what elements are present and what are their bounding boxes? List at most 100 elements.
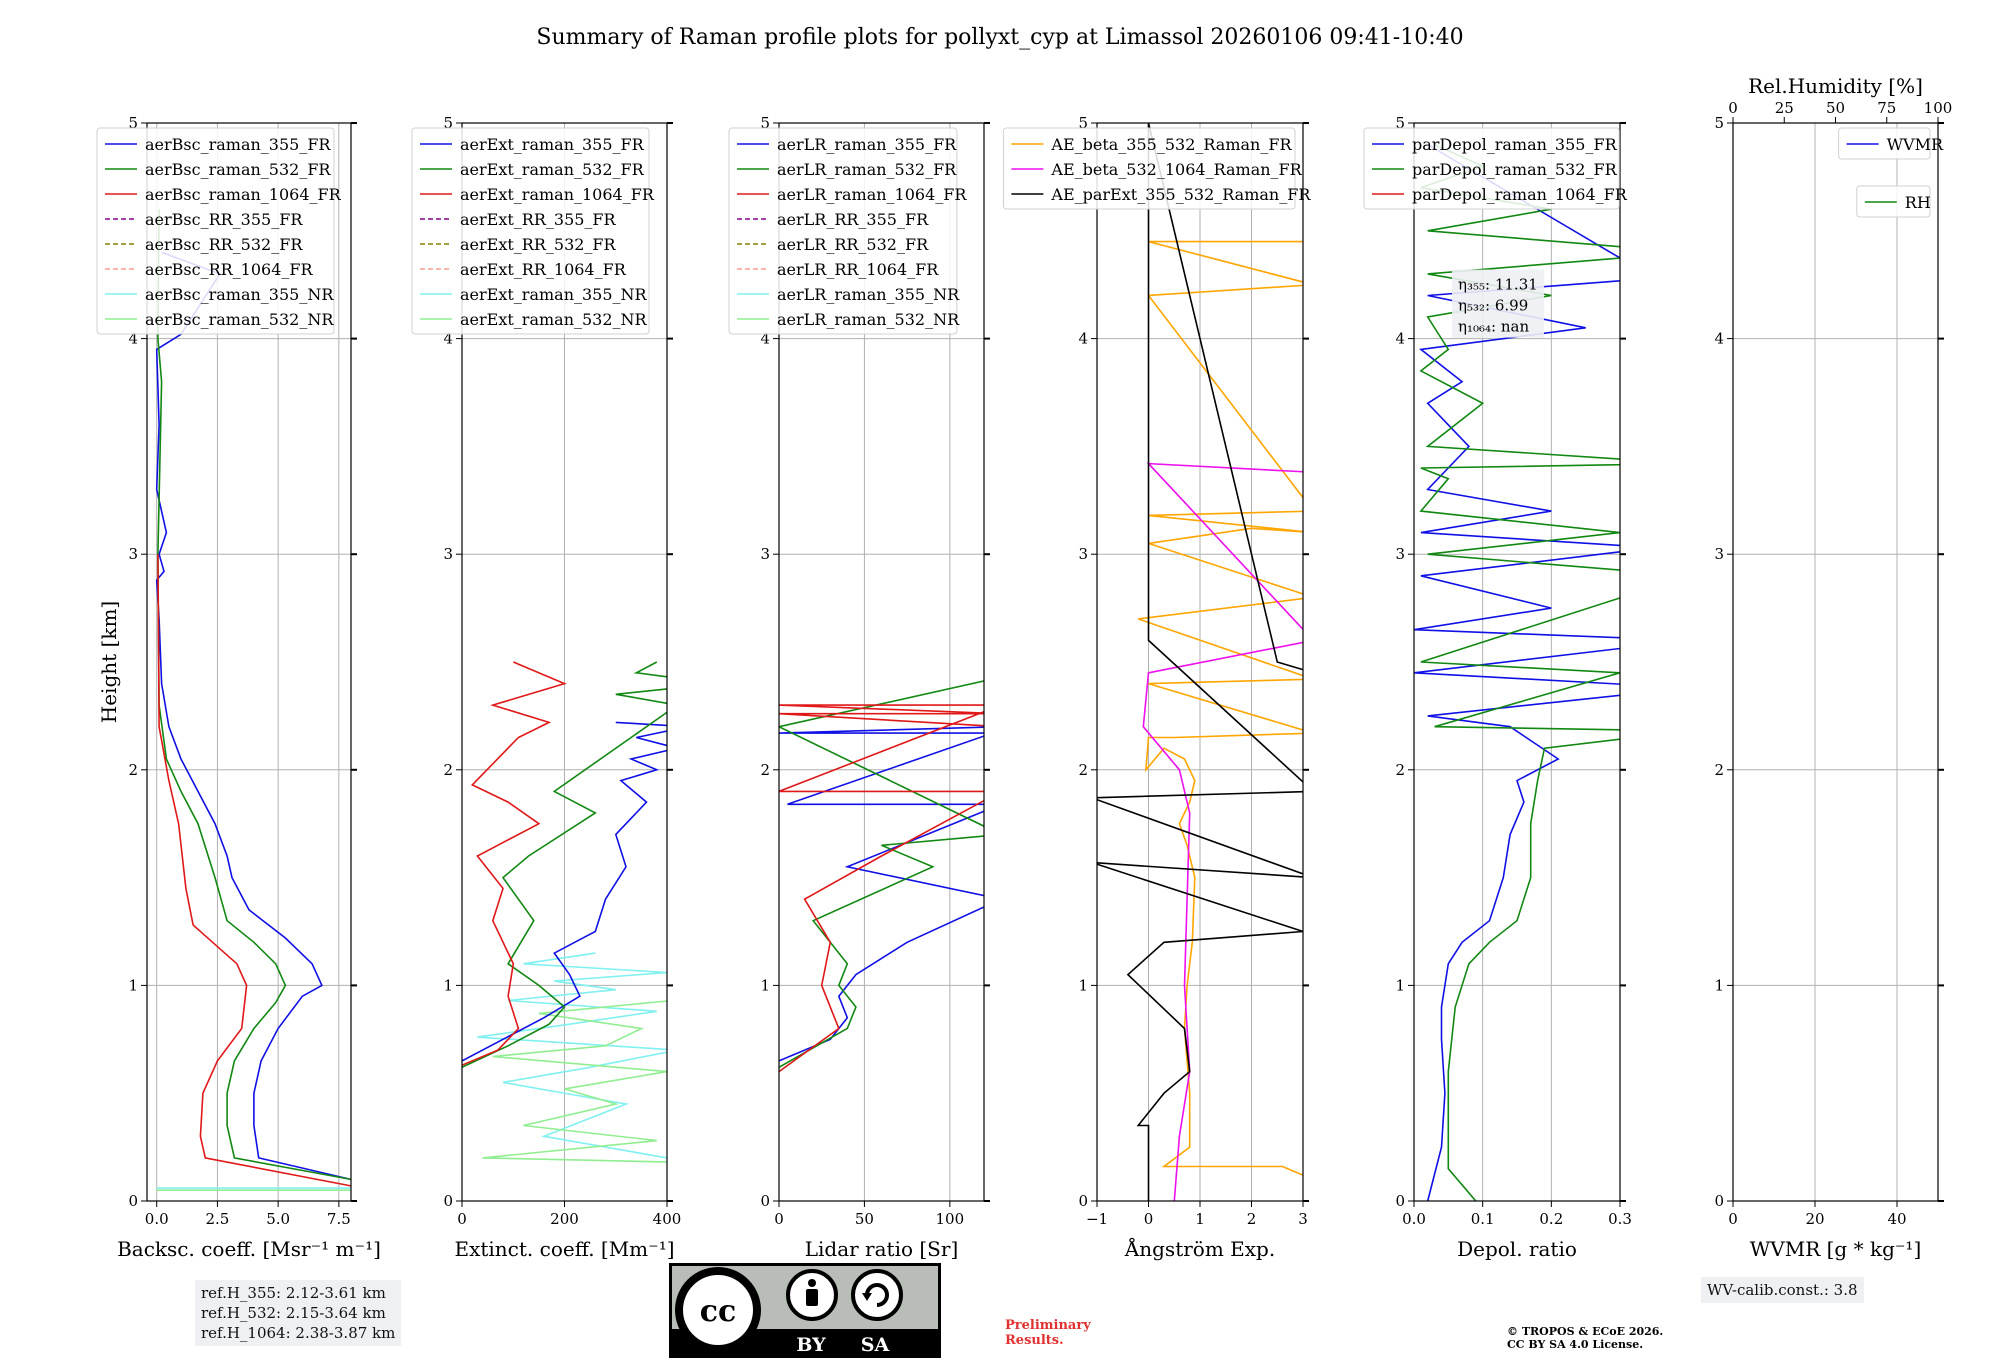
legend-entry: aerExt_raman_532_NR xyxy=(460,310,648,329)
y-tick-label: 1 xyxy=(1714,976,1724,994)
annotation-line: η₃₅₅: 11.31 xyxy=(1458,276,1538,294)
copyright-note: © TROPOS & ECoE 2026. CC BY SA 4.0 Licen… xyxy=(1507,1325,1664,1351)
legend-entry: aerLR_raman_532_NR xyxy=(777,310,960,329)
y-axis-label: Height [km] xyxy=(97,601,121,723)
y-tick-label: 3 xyxy=(443,545,453,563)
legend-entry: aerExt_RR_1064_FR xyxy=(460,260,627,279)
x-tick-label: −1 xyxy=(1086,1210,1108,1228)
axes-frame xyxy=(778,122,985,1202)
x-tick-label: 0.2 xyxy=(1539,1210,1563,1228)
legend-entry: aerBsc_raman_532_NR xyxy=(145,310,334,329)
legend-entry: aerLR_RR_355_FR xyxy=(777,210,929,229)
x-tick-label: 20 xyxy=(1805,1210,1824,1228)
x-tick-label: 5.0 xyxy=(266,1210,290,1228)
x2-axis-label: Rel.Humidity [%] xyxy=(1748,74,1923,98)
y-tick-label: 4 xyxy=(1395,330,1405,348)
axes-frame xyxy=(1732,122,1939,1202)
ref-height-1064: ref.H_1064: 2.38-3.87 km xyxy=(201,1324,396,1342)
legend-entry: aerBsc_raman_1064_FR xyxy=(145,185,342,204)
y-tick-label: 1 xyxy=(1078,976,1088,994)
x2-tick-label: 0 xyxy=(1728,99,1738,117)
x-tick-label: 0.1 xyxy=(1471,1210,1495,1228)
ref-height-532: ref.H_532: 2.15-3.64 km xyxy=(201,1304,386,1322)
series-line-AE_beta_355_532_Raman_FR xyxy=(1137,240,1303,1176)
wv-calib-const: WV-calib.const.: 3.8 xyxy=(1707,1281,1858,1299)
x-axis-label: Backsc. coeff. [Msr⁻¹ m⁻¹] xyxy=(117,1237,381,1261)
y-tick-label: 3 xyxy=(760,545,770,563)
series-group xyxy=(155,209,351,1191)
figure-title: Summary of Raman profile plots for polly… xyxy=(536,25,1463,50)
series-line-aerBsc_raman_355_FR xyxy=(155,251,351,1181)
legend-entry: aerBsc_raman_355_NR xyxy=(145,285,334,304)
y-tick-label: 4 xyxy=(760,330,770,348)
legend-entry: aerExt_raman_1064_FR xyxy=(460,185,655,204)
y-tick-label: 5 xyxy=(1714,114,1724,132)
x2-tick-label: 75 xyxy=(1877,99,1896,117)
x-tick-label: 0.3 xyxy=(1608,1210,1632,1228)
cc-by-sa-license-badge: cc BY SA xyxy=(669,1263,941,1358)
y-tick-label: 0 xyxy=(1395,1192,1405,1210)
x2-tick-label: 50 xyxy=(1826,99,1845,117)
series-line-aerExt_raman_355_FR xyxy=(462,721,667,1062)
legend-entry: aerLR_raman_355_FR xyxy=(777,135,957,154)
panel-depol: 0 1 2 3 4 5 0.0 0.1 0.2 0.3 Depol. ratio parDepol_r… xyxy=(1363,114,1632,1261)
x-tick-label: 0.0 xyxy=(145,1210,169,1228)
panels: 0 1 2 3 4 5 0.0 2.5 5.0 7.5 Backsc. coeff. [Msr⁻¹ … xyxy=(96,74,1952,1261)
legend-entry: aerLR_RR_1064_FR xyxy=(777,260,939,279)
x-axis-label: Lidar ratio [Sr] xyxy=(805,1237,959,1261)
x-axis-label: Extinct. coeff. [Mm⁻¹] xyxy=(454,1237,674,1261)
y-tick-label: 3 xyxy=(1714,545,1724,563)
legend-box xyxy=(1838,127,1931,160)
y-tick-label: 2 xyxy=(443,761,453,779)
svg-text:BY: BY xyxy=(796,1334,826,1356)
annotation-line: η₅₃₂: 6.99 xyxy=(1458,297,1528,315)
y-tick-label: 2 xyxy=(128,761,138,779)
y-tick-label: 1 xyxy=(443,976,453,994)
series-line-aerBsc_raman_1064_FR xyxy=(157,554,351,1187)
legend-entry: AE_parExt_355_532_Raman_FR xyxy=(1050,185,1311,204)
legend: aerExt_raman_355_FR aerExt_raman_532_FRae… xyxy=(411,127,655,335)
legend-box xyxy=(411,127,650,335)
legend-entry: aerLR_raman_532_FR xyxy=(777,160,957,179)
y-tick-label: 3 xyxy=(128,545,138,563)
legend-entry: aerBsc_RR_1064_FR xyxy=(145,260,314,279)
y-tick-label: 2 xyxy=(1078,761,1088,779)
y-tick-label: 0 xyxy=(1078,1192,1088,1210)
y-tick-label: 1 xyxy=(128,976,138,994)
legend-entry: aerExt_RR_355_FR xyxy=(460,210,617,229)
series-line-AE_beta_532_1064_Raman_FR xyxy=(1142,462,1303,1201)
reference-height-box: ref.H_355: 2.12-3.61 km ref.H_532: 2.15-… xyxy=(195,1280,402,1346)
legend-entry: AE_beta_532_1064_Raman_FR xyxy=(1050,160,1302,179)
x-tick-label: 0.0 xyxy=(1402,1210,1426,1228)
y-tick-label: 0 xyxy=(760,1192,770,1210)
x-tick-label: 2.5 xyxy=(205,1210,229,1228)
x2-tick-label: 25 xyxy=(1775,99,1794,117)
y-tick-label: 2 xyxy=(1714,761,1724,779)
legend: parDepol_raman_355_FR parDepol_raman_532_… xyxy=(1363,127,1628,210)
series-group xyxy=(1097,123,1303,1201)
x-tick-label: 40 xyxy=(1887,1210,1906,1228)
legend-entry: aerLR_RR_532_FR xyxy=(777,235,929,254)
legend-box xyxy=(1002,127,1296,210)
legend-entry: aerBsc_raman_532_FR xyxy=(145,160,331,179)
y-tick-label: 2 xyxy=(760,761,770,779)
legend-entry: aerBsc_raman_355_FR xyxy=(145,135,331,154)
y-tick-label: 4 xyxy=(128,330,138,348)
x-axis-label: Depol. ratio xyxy=(1457,1237,1577,1261)
x-tick-label: 0 xyxy=(1144,1210,1154,1228)
y-tick-label: 2 xyxy=(1395,761,1405,779)
x-tick-label: 0 xyxy=(457,1210,467,1228)
y-tick-label: 4 xyxy=(1078,330,1088,348)
y-tick-label: 4 xyxy=(443,330,453,348)
legend-entry: aerExt_raman_532_FR xyxy=(460,160,645,179)
ref-height-355: ref.H_355: 2.12-3.61 km xyxy=(201,1284,386,1302)
series-group xyxy=(779,680,984,1073)
y-tick-label: 3 xyxy=(1078,545,1088,563)
y-tick-label: 5 xyxy=(760,114,770,132)
y-tick-label: 5 xyxy=(443,114,453,132)
x-axis-label: WVMR [g * kg⁻¹] xyxy=(1750,1237,1922,1261)
x-tick-label: 1 xyxy=(1195,1210,1205,1228)
legend-entry: RH xyxy=(1905,193,1931,212)
